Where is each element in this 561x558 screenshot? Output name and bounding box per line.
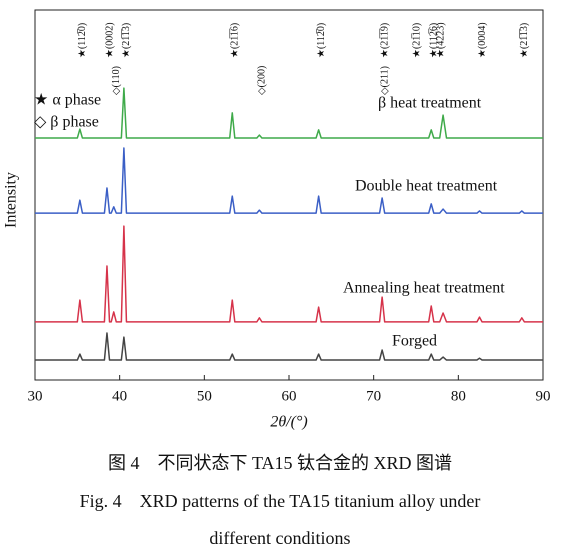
- x-tick-label: 40: [112, 388, 127, 404]
- peak-label: ◇(200): [257, 66, 268, 95]
- xrd-trace: [35, 147, 543, 214]
- xrd-trace: [35, 87, 543, 139]
- peak-label: ★(21̅1̅6): [230, 23, 241, 58]
- peak-label: ★(112̅6): [429, 23, 440, 58]
- peak-label: ★(21̅1̅3): [121, 23, 132, 58]
- x-tick-label: 50: [197, 388, 212, 404]
- x-tick-label: 30: [28, 388, 43, 404]
- x-axis-label: 2θ/(°): [270, 414, 307, 431]
- xrd-trace: [35, 332, 543, 361]
- peak-label: ★(112̅0): [77, 23, 88, 58]
- x-tick-label: 80: [451, 388, 466, 404]
- x-tick-label: 90: [536, 388, 551, 404]
- y-axis-label: Intensity: [3, 172, 20, 228]
- caption: 图 4 不同状态下 TA15 钛合金的 XRD 图谱: [108, 453, 452, 473]
- x-tick-label: 60: [282, 388, 297, 404]
- series-label: β heat treatment: [378, 95, 482, 112]
- peak-label: ◇(110): [111, 66, 122, 95]
- peak-label: ★(0004): [477, 22, 488, 58]
- peak-label: ◇(211): [379, 66, 390, 95]
- series-label: Annealing heat treatment: [343, 280, 505, 297]
- peak-label: ★(112̅0): [316, 23, 327, 58]
- x-tick-label: 70: [366, 388, 381, 404]
- legend-entry: ★ α phase: [34, 92, 101, 109]
- legend-entry: ◇ β phase: [34, 114, 99, 131]
- series-label: Double heat treatment: [355, 178, 498, 195]
- caption: different conditions: [209, 528, 350, 548]
- series-label: Forged: [392, 333, 437, 350]
- peak-label: ★(21̅1̅3): [519, 23, 530, 58]
- peak-label: ★(4223): [435, 22, 446, 58]
- peak-label: ★(0002): [104, 22, 115, 58]
- xrd-trace: [35, 225, 543, 323]
- plot-frame: [34, 9, 544, 381]
- peak-label: ★(21̅1̅9): [379, 23, 390, 58]
- peak-label: ★(21̅10): [412, 23, 423, 58]
- caption: Fig. 4 XRD patterns of the TA15 titanium…: [80, 491, 481, 511]
